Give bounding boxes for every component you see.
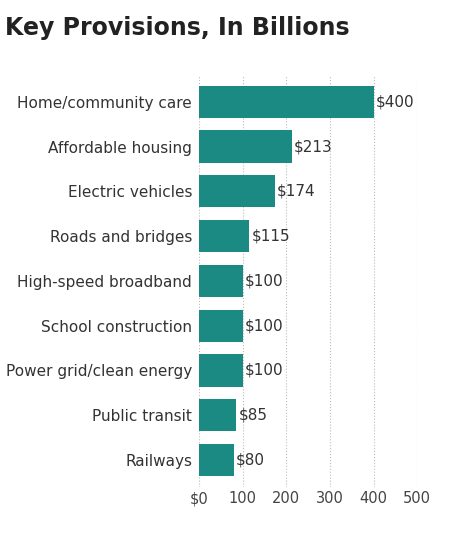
Text: $100: $100 — [245, 273, 283, 288]
Bar — [199, 175, 275, 208]
Text: Key Provisions, In Billions: Key Provisions, In Billions — [5, 16, 349, 40]
Bar — [199, 354, 243, 387]
Bar — [199, 86, 374, 118]
Text: $400: $400 — [376, 94, 414, 109]
Bar — [199, 131, 292, 163]
Text: $213: $213 — [294, 139, 333, 154]
Text: $85: $85 — [238, 408, 267, 423]
Text: $100: $100 — [245, 363, 283, 378]
Bar — [199, 265, 243, 297]
Bar — [199, 220, 249, 252]
Text: $80: $80 — [236, 453, 265, 468]
Bar — [199, 399, 236, 431]
Text: $100: $100 — [245, 318, 283, 333]
Text: $115: $115 — [251, 228, 290, 243]
Bar — [199, 310, 243, 342]
Text: $174: $174 — [277, 184, 316, 199]
Bar — [199, 444, 234, 476]
